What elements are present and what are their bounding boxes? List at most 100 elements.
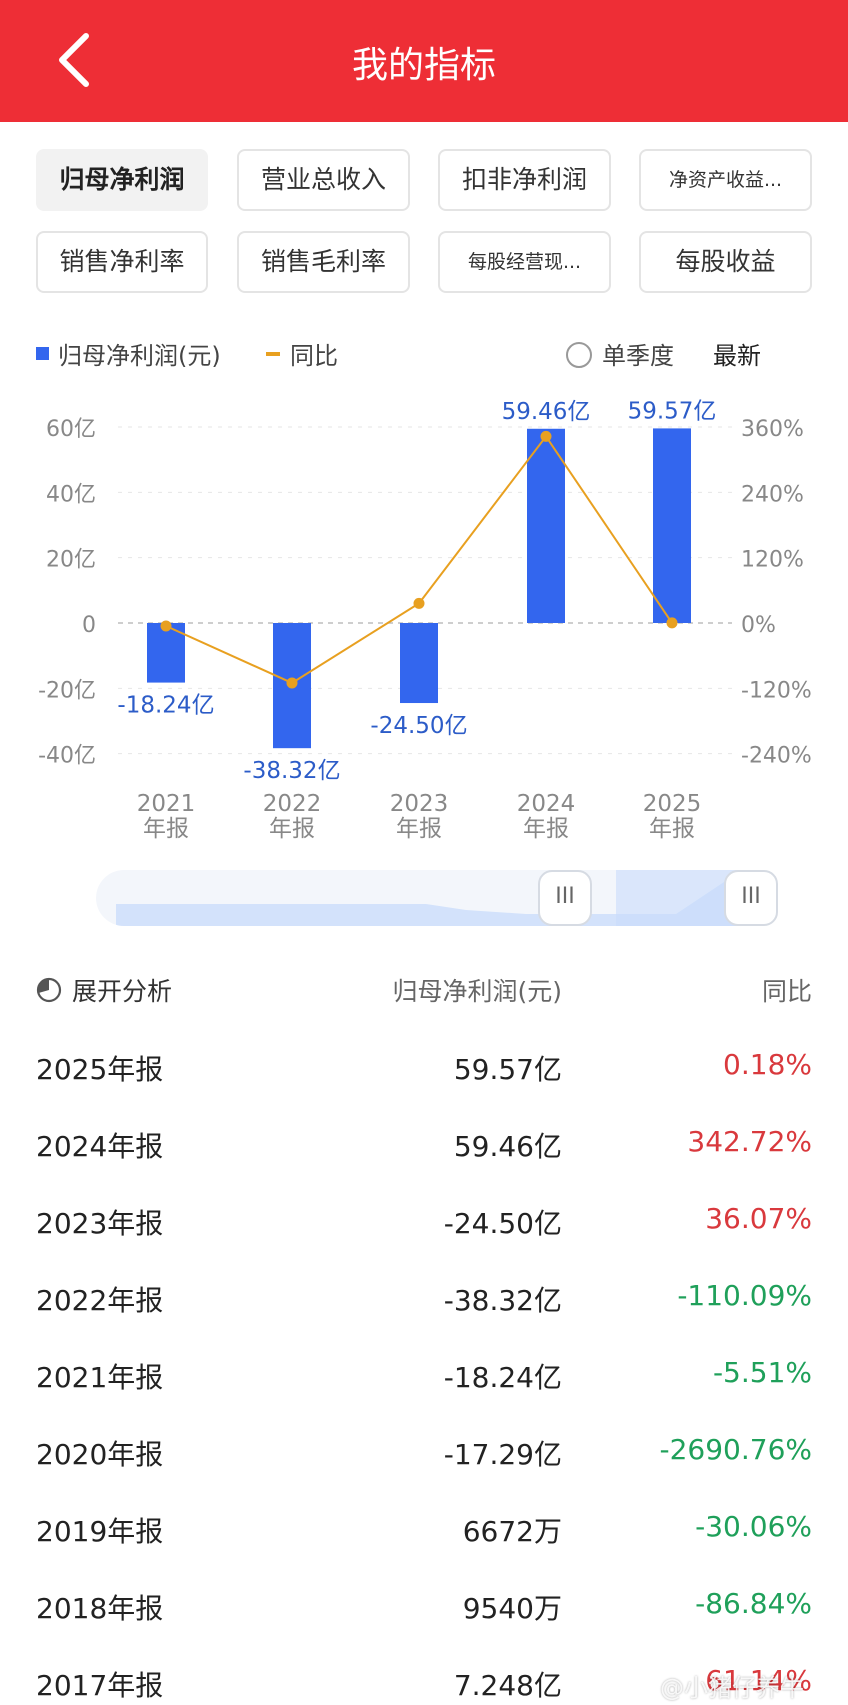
row-period: 2018年报: [36, 1592, 164, 1625]
row-yoy: 36.07%: [705, 1202, 812, 1235]
bar-data-label: -38.32亿: [243, 758, 340, 784]
bar-data-label: -24.50亿: [370, 713, 467, 739]
x-tick-label: 2023: [390, 791, 449, 817]
table-row[interactable]: 2018年报 9540万 -86.84%: [0, 1565, 848, 1642]
row-value: 59.46亿: [453, 1130, 562, 1163]
tab-roe[interactable]: 净资产收益...: [639, 149, 812, 211]
legend-bar-label[interactable]: 归母净利润(元): [58, 342, 221, 370]
bar[interactable]: [527, 428, 565, 623]
x-tick-label: 年报: [396, 816, 442, 842]
row-period: 2017年报: [36, 1669, 164, 1702]
yoy-point[interactable]: [286, 677, 298, 689]
tab-deducted-net-profit[interactable]: 扣非净利润: [438, 149, 611, 211]
single-quarter-radio[interactable]: [566, 342, 592, 368]
app-header: 我的指标: [0, 0, 848, 122]
y-left-tick-label: -20亿: [38, 678, 96, 703]
row-yoy: -2690.76%: [659, 1433, 813, 1466]
table-row[interactable]: 2023年报 -24.50亿 36.07%: [0, 1180, 848, 1257]
row-value: -24.50亿: [443, 1207, 562, 1240]
y-left-tick-label: 20亿: [46, 548, 96, 573]
col-header-value: 归母净利润(元): [392, 977, 562, 1006]
single-quarter-label[interactable]: 单季度: [602, 342, 674, 370]
row-value: -38.32亿: [443, 1284, 562, 1317]
page-title: 我的指标: [351, 45, 496, 86]
y-left-tick-label: 60亿: [46, 417, 96, 442]
tab-net-profit-parent[interactable]: 归母净利润: [36, 149, 208, 211]
x-tick-label: 年报: [523, 816, 569, 842]
tab-gross-margin[interactable]: 销售毛利率: [237, 231, 410, 293]
x-tick-label: 年报: [649, 816, 695, 842]
tab-eps[interactable]: 每股收益: [639, 231, 812, 293]
x-tick-label: 2022: [263, 791, 322, 817]
row-value: -17.29亿: [443, 1438, 562, 1471]
x-tick-label: 年报: [143, 816, 189, 842]
legend-line-label[interactable]: 同比: [290, 342, 338, 370]
table-row[interactable]: 2022年报 -38.32亿 -110.09%: [0, 1257, 848, 1334]
expand-analysis-button[interactable]: 展开分析: [72, 977, 173, 1006]
y-right-tick-label: 0%: [741, 613, 776, 638]
y-left-tick-label: 0: [82, 613, 96, 638]
bar-data-label: -18.24亿: [117, 693, 214, 719]
table-row[interactable]: 2021年报 -18.24亿 -5.51%: [0, 1334, 848, 1411]
row-yoy: -5.51%: [712, 1356, 812, 1389]
row-period: 2019年报: [36, 1515, 164, 1548]
tab-operating-cashflow-per-share[interactable]: 每股经营现...: [438, 231, 611, 293]
row-yoy: 342.72%: [687, 1125, 812, 1158]
row-period: 2024年报: [36, 1130, 164, 1163]
row-yoy: -110.09%: [677, 1279, 812, 1312]
x-tick-label: 2025: [643, 791, 702, 817]
row-period: 2020年报: [36, 1438, 164, 1471]
x-tick-label: 2021: [137, 791, 196, 817]
y-right-tick-label: -120%: [741, 678, 812, 703]
watermark: @小猪仔养牛: [660, 1674, 804, 1702]
tab-total-revenue[interactable]: 营业总收入: [237, 149, 410, 211]
back-button[interactable]: [48, 30, 108, 90]
y-left-tick-label: -40亿: [38, 744, 96, 769]
row-period: 2021年报: [36, 1361, 164, 1394]
table-row[interactable]: 2019年报 6672万 -30.06%: [0, 1488, 848, 1565]
row-value: -18.24亿: [443, 1361, 562, 1394]
row-period: 2025年报: [36, 1053, 164, 1086]
table-row[interactable]: 2024年报 59.46亿 342.72%: [0, 1103, 848, 1180]
bar[interactable]: [653, 428, 691, 623]
y-right-tick-label: -240%: [741, 744, 812, 769]
y-right-tick-label: 360%: [741, 417, 804, 442]
slider-right-handle[interactable]: III: [724, 870, 778, 926]
row-value: 59.57亿: [453, 1053, 562, 1086]
row-value: 9540万: [462, 1592, 562, 1625]
col-header-yoy: 同比: [761, 977, 812, 1006]
row-yoy: -30.06%: [695, 1510, 812, 1543]
bar[interactable]: [400, 623, 438, 704]
yoy-point[interactable]: [413, 597, 425, 609]
tab-net-margin[interactable]: 销售净利率: [36, 231, 208, 293]
row-period: 2022年报: [36, 1284, 164, 1317]
chevron-left-icon: [59, 33, 89, 87]
bar-data-label: 59.46亿: [502, 399, 591, 425]
yoy-point[interactable]: [540, 430, 552, 442]
legend-line-swatch: [266, 352, 280, 356]
row-yoy: 0.18%: [723, 1048, 812, 1081]
table-row[interactable]: 2025年报 59.57亿 0.18%: [0, 1026, 848, 1103]
slider-left-handle[interactable]: III: [538, 870, 592, 926]
pie-chart-icon[interactable]: [36, 977, 62, 1003]
latest-toggle[interactable]: 最新: [713, 342, 761, 370]
x-tick-label: 年报: [269, 816, 315, 842]
y-right-tick-label: 240%: [741, 482, 804, 507]
table-row[interactable]: 2017年报 7.248亿 61.14%: [0, 1642, 848, 1705]
bar-data-label: 59.57亿: [628, 398, 717, 424]
row-value: 6672万: [462, 1515, 562, 1548]
net-profit-chart: 60亿 40亿 20亿 0 -20亿 -40亿 360% 240% 120% 0% -120% -24…: [38, 398, 812, 842]
slider-preview: [116, 870, 778, 926]
table-row[interactable]: 2020年报 -17.29亿 -2690.76%: [0, 1411, 848, 1488]
bar[interactable]: [147, 623, 185, 683]
row-yoy: 61.14%: [705, 1664, 812, 1697]
yoy-point[interactable]: [666, 617, 678, 629]
y-right-tick-label: 120%: [741, 548, 804, 573]
x-tick-label: 2024: [517, 791, 576, 817]
row-value: 7.248亿: [453, 1669, 562, 1702]
range-slider[interactable]: [96, 870, 778, 926]
row-period: 2023年报: [36, 1207, 164, 1240]
legend-bar-swatch: [36, 347, 49, 360]
yoy-point[interactable]: [160, 620, 172, 632]
row-yoy: -86.84%: [695, 1587, 812, 1620]
